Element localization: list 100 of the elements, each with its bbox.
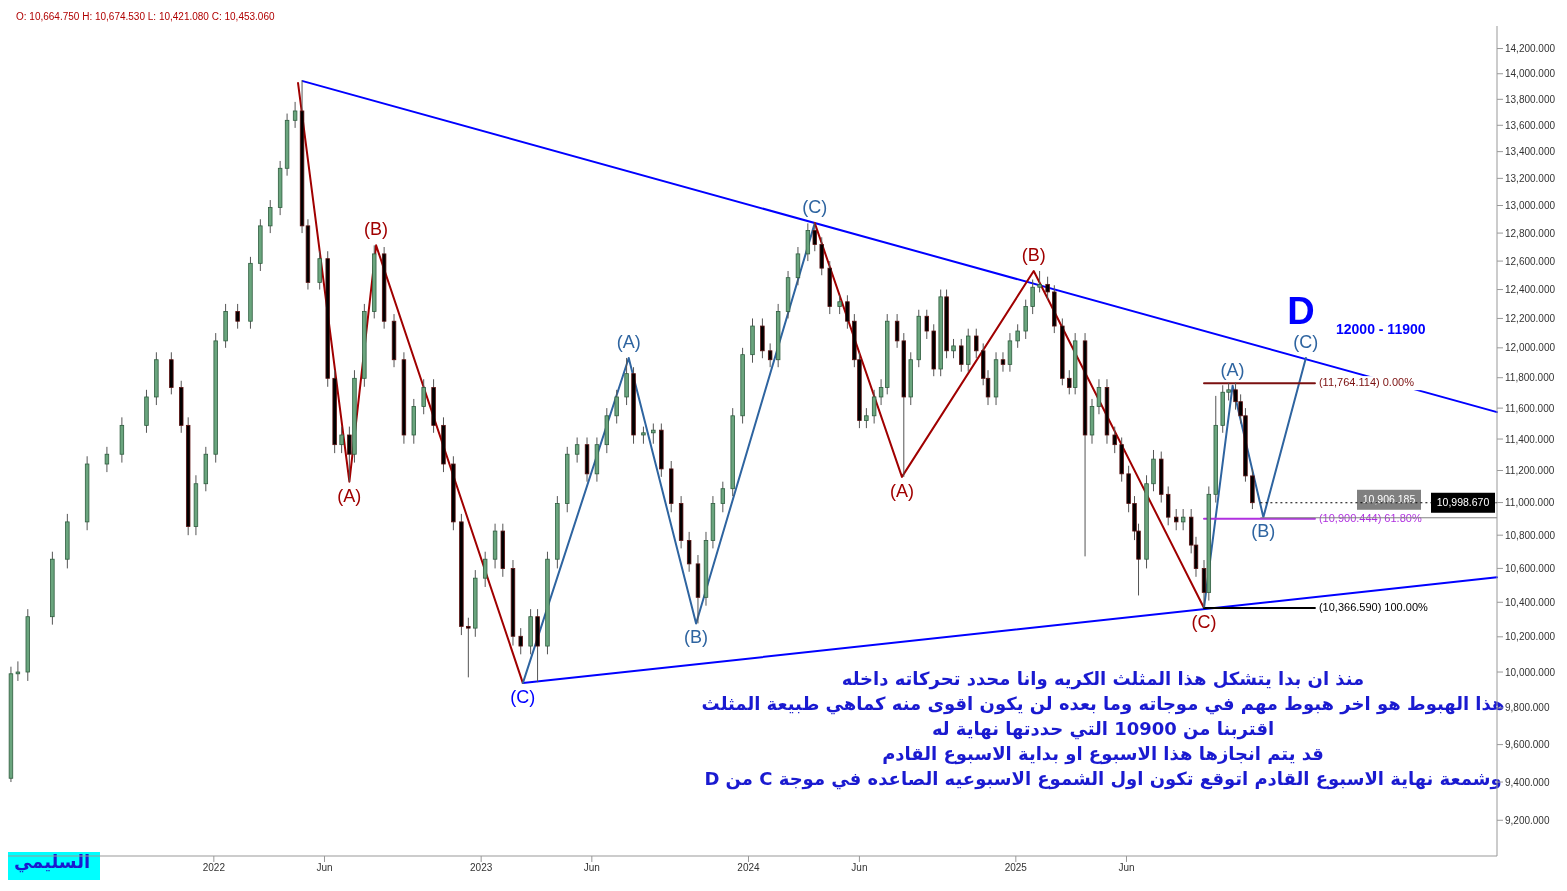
y-tick-label: 13,800.000	[1505, 93, 1556, 105]
candlestick	[1180, 508, 1186, 531]
annotation: (B)	[1021, 244, 1046, 265]
candlestick	[686, 531, 692, 573]
ref-line-label: 10,906.185	[1362, 492, 1416, 505]
annotation: (A)	[1220, 359, 1245, 380]
x-tick-label: 2024	[737, 862, 761, 874]
candlestick	[871, 389, 877, 425]
y-tick-label: 13,400.000	[1505, 146, 1556, 158]
y-tick-label: 12,600.000	[1505, 255, 1556, 267]
line-series	[521, 222, 816, 685]
y-tick-label: 11,400.000	[1505, 433, 1555, 445]
candlestick	[574, 436, 580, 464]
x-tick-label: 2025	[1004, 862, 1028, 874]
x-tick-label: Jun	[1118, 862, 1135, 874]
candlestick	[466, 617, 471, 678]
candlestick	[924, 309, 929, 340]
candlestick	[482, 551, 488, 588]
ref-line-label: 10,998.670	[1436, 495, 1490, 508]
candlestick	[1096, 378, 1102, 415]
candlestick	[1045, 276, 1050, 301]
y-tick-label: 12,400.000	[1505, 284, 1556, 296]
x-tick-label: Jun	[583, 862, 600, 874]
annotation: وشمعة نهاية الاسبوع القادم اتوقع تكون اول الشموع الاسبوعيه الصاعده في موجة C من D	[704, 768, 1502, 790]
candlestick	[951, 338, 956, 359]
candlestick	[819, 236, 824, 276]
x-tick-label: 2022	[202, 862, 226, 874]
annotation: اقتربنا من 10900 التي حددتها نهاية له	[931, 718, 1275, 740]
candlestick	[651, 423, 656, 445]
y-tick-label: 11,000.000	[1505, 497, 1555, 509]
candlestick	[795, 246, 801, 286]
y-tick-label: 9,200.000	[1505, 814, 1550, 826]
y-tick-label: 13,000.000	[1505, 200, 1556, 212]
y-tick-label: 10,800.000	[1505, 529, 1556, 541]
candlestick	[1037, 270, 1042, 293]
candlestick	[1000, 351, 1006, 373]
candlestick	[959, 338, 964, 373]
candlestick	[292, 101, 298, 129]
candlestick	[974, 328, 979, 359]
annotation: (A)	[337, 485, 362, 506]
candlestick	[104, 446, 110, 473]
y-tick-label: 10,400.000	[1505, 596, 1556, 608]
annotation: السليمي	[13, 851, 91, 873]
annotation: 12000 - 11900	[1336, 320, 1426, 337]
line-series	[813, 222, 1206, 609]
y-tick-label: 10,600.000	[1505, 562, 1556, 574]
y-tick-label: 11,600.000	[1505, 402, 1555, 414]
y-tick-label: 9,400.000	[1505, 776, 1550, 788]
annotation: هذا الهبوط هو اخر هبوط مهم في موجاته وما بعده لن يكون اقوى منه كماهي طبيعة المثلث	[701, 693, 1505, 715]
candlestick	[1007, 332, 1013, 373]
annotation: (C)	[802, 197, 828, 218]
series-label: (11,764.114) 0.00%	[1318, 376, 1415, 389]
series-label: (10,366.590) 100.00%	[1318, 600, 1429, 613]
x-tick-label: Jun	[851, 862, 868, 874]
y-tick-label: 10,200.000	[1505, 631, 1556, 643]
y-tick-label: 13,600.000	[1505, 119, 1556, 131]
candlestick	[864, 407, 869, 429]
price-tag: 10,998.670	[1431, 492, 1495, 513]
y-tick-label: 11,800.000	[1505, 372, 1555, 384]
candlestick	[1030, 279, 1035, 315]
y-tick-label: 12,800.000	[1505, 227, 1556, 239]
annotation: (C)	[510, 687, 536, 708]
candlestick	[720, 481, 726, 513]
y-tick-label: 12,000.000	[1505, 342, 1556, 354]
candlestick	[15, 660, 21, 682]
price-tag: 10,906.185	[1357, 489, 1421, 510]
candlestick	[1015, 323, 1020, 349]
candlestick	[235, 303, 240, 330]
y-tick-label: 12,200.000	[1505, 312, 1556, 324]
y-tick-label: 10,000.000	[1505, 666, 1556, 678]
annotation: (C)	[1191, 611, 1217, 632]
candlestick	[1174, 508, 1179, 531]
annotation: (A)	[889, 480, 914, 501]
annotation: (B)	[684, 627, 709, 648]
candlestick	[268, 199, 273, 234]
candlestick	[347, 426, 352, 483]
annotation: منذ ان بدا يتشكل هذا المثلث الكريه وانا محدد تحركاته داخله	[841, 668, 1365, 690]
y-tick-label: 13,200.000	[1505, 172, 1556, 184]
candlestick	[1165, 485, 1171, 526]
candlestick	[837, 294, 842, 315]
y-tick-label: 14,200.000	[1505, 43, 1556, 55]
annotation: (C)	[1293, 331, 1319, 352]
annotation: (B)	[364, 219, 389, 240]
candlestick	[1112, 426, 1117, 454]
candlestick	[339, 426, 344, 454]
candlestick	[317, 250, 322, 291]
annotation: قد يتم انجازها هذا الاسبوع او بداية الاسبوع القادم	[882, 743, 1324, 765]
y-tick-label: 11,200.000	[1505, 465, 1555, 477]
candlestick	[812, 222, 817, 252]
candlestick	[421, 378, 426, 415]
candlestick	[518, 627, 523, 655]
y-tick-label: 9,800.000	[1505, 702, 1550, 714]
candlestick	[1067, 369, 1072, 395]
candlestick	[614, 389, 619, 425]
candlestick	[805, 222, 811, 262]
candlestick	[845, 294, 850, 330]
y-tick-label: 9,600.000	[1505, 739, 1550, 751]
y-tick-label: 14,000.000	[1505, 68, 1556, 80]
series-label: (10,900.444) 61.80%	[1318, 511, 1422, 524]
x-tick-label: Jun	[316, 862, 333, 874]
